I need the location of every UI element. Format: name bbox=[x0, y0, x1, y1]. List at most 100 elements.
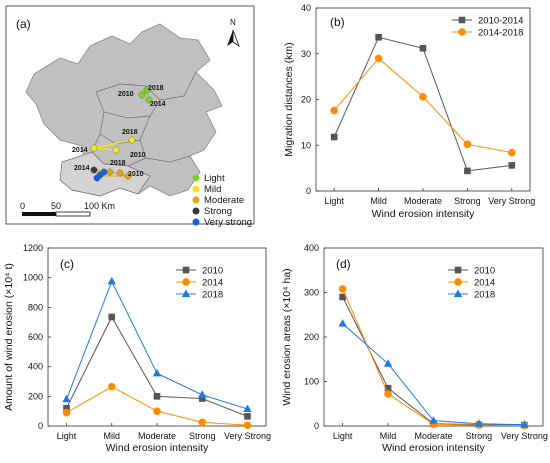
x-tick-label: Moderate bbox=[404, 196, 442, 206]
panel-label: (d) bbox=[336, 257, 351, 271]
data-point bbox=[153, 407, 161, 415]
legend-label: Light bbox=[204, 173, 225, 184]
data-point bbox=[108, 313, 116, 321]
data-point bbox=[181, 289, 191, 297]
data-point bbox=[520, 420, 529, 428]
y-axis-label: Wind erosion areas (×10⁴ ha) bbox=[281, 268, 293, 405]
data-point bbox=[384, 384, 392, 392]
x-tick-label: Strong bbox=[466, 431, 493, 441]
y-tick-label: 0 bbox=[306, 186, 311, 196]
data-point bbox=[243, 421, 252, 430]
x-tick-label: Very Strong bbox=[488, 196, 535, 206]
data-point bbox=[182, 278, 190, 286]
data-point bbox=[339, 293, 346, 301]
map-point-light bbox=[145, 96, 153, 104]
legend-strong-icon bbox=[192, 207, 200, 215]
map-panel: (a) 2010 2018 2014 2018 2014 2010 2014 2… bbox=[5, 5, 255, 228]
north-label: N bbox=[230, 18, 236, 27]
map-point-moderate bbox=[106, 168, 114, 176]
map-point-label: 2018 bbox=[122, 129, 138, 136]
legend-label: Moderate bbox=[204, 195, 244, 206]
y-tick-label: 10 bbox=[301, 140, 311, 150]
data-point bbox=[244, 413, 251, 420]
data-point bbox=[453, 289, 463, 297]
legend-label: 2018 bbox=[202, 290, 223, 301]
north-arrow-icon bbox=[227, 29, 240, 48]
data-point bbox=[198, 418, 207, 427]
legend-label: 2010 bbox=[474, 266, 495, 277]
x-tick-label: Light bbox=[57, 431, 77, 441]
data-point bbox=[338, 319, 347, 327]
legend-label: Mild bbox=[204, 184, 221, 195]
data-point bbox=[152, 368, 162, 377]
data-point bbox=[458, 16, 466, 24]
x-tick-label: Moderate bbox=[414, 431, 452, 441]
map-point-label: 2010 bbox=[118, 91, 134, 98]
legend-label: 2018 bbox=[474, 290, 495, 301]
x-tick-label: Light bbox=[324, 196, 344, 206]
y-tick-label: 20 bbox=[301, 95, 311, 105]
x-tick-label: Strong bbox=[189, 431, 216, 441]
legend-label: 2014 bbox=[202, 278, 223, 289]
data-point bbox=[458, 28, 466, 36]
x-tick-label: Very Strong bbox=[501, 431, 548, 441]
legend-label: 2014-2018 bbox=[478, 28, 523, 39]
map-point-label: 2010 bbox=[128, 171, 144, 178]
y-tick-label: 0 bbox=[38, 421, 43, 431]
legend-very-strong-icon bbox=[192, 218, 200, 226]
map-point-mild bbox=[90, 144, 98, 152]
chart-wind-erosion-areas: 0 100 200 300 400 Light Mild Moderate Strong Very… bbox=[281, 243, 548, 454]
scale-label: 100 Km bbox=[84, 201, 115, 211]
legend-label: 2010-2014 bbox=[478, 16, 523, 27]
plot-frame bbox=[323, 247, 544, 427]
y-tick-label: 400 bbox=[304, 243, 319, 253]
map-legend: Light Mild Moderate Strong Very strong bbox=[192, 173, 252, 228]
y-tick-label: 1000 bbox=[23, 273, 43, 283]
map-point-label: 2018 bbox=[148, 85, 164, 92]
y-tick-label: 600 bbox=[28, 332, 43, 342]
y-axis-label: Migration distances (km) bbox=[283, 42, 295, 156]
y-tick-label: 0 bbox=[314, 421, 319, 431]
x-tick-label: Very Strong bbox=[224, 431, 271, 441]
map-panel-label: (a) bbox=[16, 17, 31, 31]
x-tick-label: Moderate bbox=[138, 431, 176, 441]
data-point bbox=[338, 285, 347, 293]
chart-wind-erosion-amount: 0 200 400 600 800 1000 1200 Light Mild Moderate St… bbox=[3, 243, 271, 454]
map-point-label: 2010 bbox=[130, 152, 146, 159]
x-tick-label: Mild bbox=[370, 196, 387, 206]
map-point-mild bbox=[128, 136, 136, 144]
data-point bbox=[419, 44, 427, 52]
y-tick-label: 300 bbox=[304, 288, 319, 298]
data-point bbox=[454, 266, 462, 274]
map-point-very-strong bbox=[100, 168, 108, 176]
map-point-label: 2014 bbox=[150, 101, 166, 108]
data-point bbox=[474, 419, 484, 427]
x-tick-label: Mild bbox=[380, 431, 397, 441]
data-point bbox=[454, 278, 462, 286]
y-tick-label: 800 bbox=[28, 302, 43, 312]
data-point bbox=[330, 133, 338, 141]
map-point-label: 2014 bbox=[74, 165, 90, 172]
y-tick-label: 30 bbox=[301, 49, 311, 59]
legend-label: Strong bbox=[204, 206, 232, 217]
data-point bbox=[62, 408, 71, 417]
legend-mild-icon bbox=[192, 185, 200, 193]
legend-label: Very strong bbox=[204, 217, 252, 228]
data-point bbox=[383, 359, 393, 367]
panel-label: (b) bbox=[330, 15, 345, 29]
legend-light-icon bbox=[192, 174, 200, 182]
x-axis-label: Wind erosion intensity bbox=[106, 442, 209, 454]
map-point-label: 2014 bbox=[72, 147, 88, 154]
map-point-very-strong bbox=[93, 174, 101, 182]
data-point bbox=[153, 393, 161, 400]
x-axis-label: Wind erosion intensity bbox=[372, 208, 475, 220]
x-tick-label: Mild bbox=[104, 431, 121, 441]
data-point bbox=[464, 167, 471, 175]
scale-label: 0 bbox=[20, 201, 25, 211]
data-point bbox=[107, 382, 116, 391]
scale-bar bbox=[22, 211, 91, 217]
data-point bbox=[429, 416, 438, 424]
data-point bbox=[62, 394, 71, 403]
panel-label: (c) bbox=[60, 257, 74, 271]
data-point bbox=[374, 54, 383, 63]
